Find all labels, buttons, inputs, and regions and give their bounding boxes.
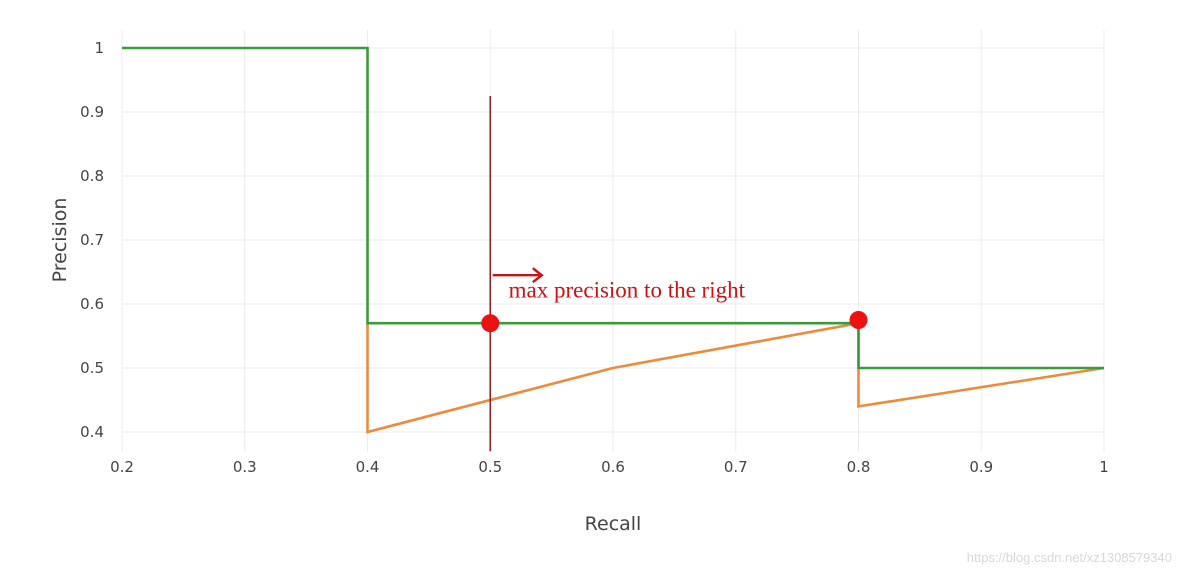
x-tick-label: 0.4 [356,458,380,476]
x-axis-title: Recall [585,513,642,535]
y-tick-label: 0.7 [80,231,104,249]
watermark-text: https://blog.csdn.net/xz1308579340 [967,550,1172,565]
x-tick-label: 0.2 [110,458,134,476]
y-axis-title: Precision [49,198,71,283]
y-tick-label: 0.6 [80,295,104,313]
arrow-head-icon [532,267,544,284]
x-tick-label: 0.6 [601,458,625,476]
x-tick-label: 0.5 [478,458,502,476]
series-line-1 [366,321,1105,434]
highlight-point [849,311,868,329]
y-tick-label: 0.5 [80,359,104,377]
annotation-text: max precision to the right [509,278,746,303]
x-tick-label: 0.7 [724,458,748,476]
series-line-2 [122,46,1104,370]
highlight-point [481,314,500,333]
series-lines [122,46,1105,434]
y-tick-labels: 0.4 0.5 0.6 0.7 0.8 0.9 1 [80,39,104,441]
annotations: max precision to the right [481,96,868,452]
x-tick-labels: 0.2 0.3 0.4 0.5 0.6 0.7 0.8 0.9 1 [110,458,1109,476]
y-tick-label: 0.4 [80,423,104,441]
x-tick-label: 0.9 [969,458,993,476]
x-tick-label: 0.3 [233,458,257,476]
y-tick-label: 1 [94,39,104,57]
y-tick-label: 0.9 [80,103,104,121]
y-tick-label: 0.8 [80,167,104,185]
grid-lines [121,30,1105,452]
x-tick-label: 0.8 [847,458,871,476]
x-tick-label: 1 [1099,458,1109,476]
